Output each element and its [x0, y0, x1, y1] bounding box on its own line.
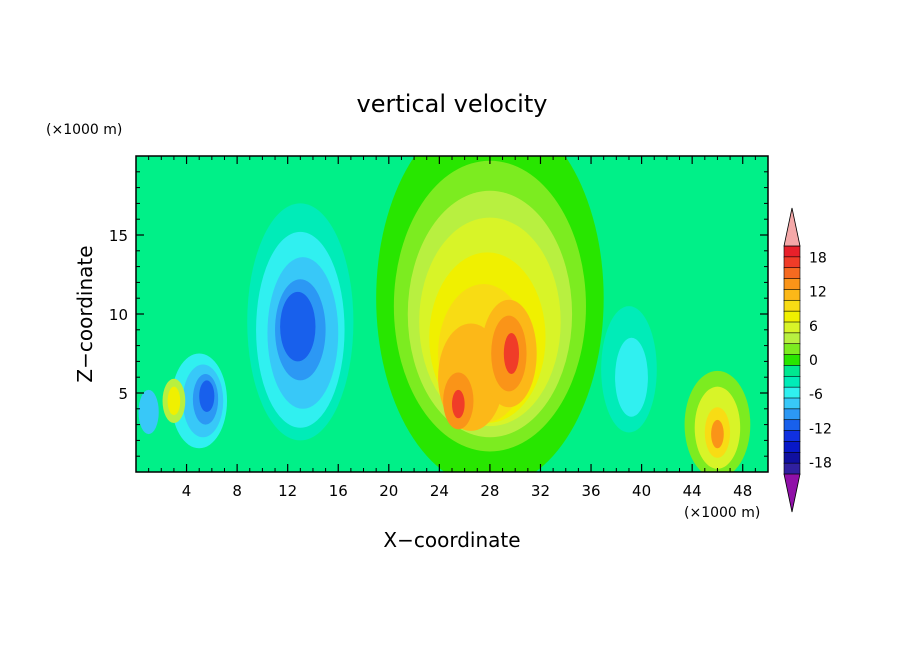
x-tick-label: 48 — [733, 482, 752, 500]
colorbar-label: -12 — [809, 421, 832, 437]
y-axis-label: Z−coordinate — [73, 245, 97, 382]
colorbar-label: 0 — [809, 353, 818, 369]
colorbar-swatch — [783, 299, 801, 312]
field-cell — [280, 291, 316, 362]
colorbar-swatch — [783, 354, 801, 367]
x-tick-label: 4 — [182, 482, 192, 500]
x-tick-label: 16 — [329, 482, 348, 500]
field-cell — [503, 332, 519, 375]
chart-title: vertical velocity — [357, 90, 548, 118]
colorbar-swatch — [783, 310, 801, 323]
colorbar-swatch — [783, 267, 801, 280]
x-tick-label: 32 — [531, 482, 550, 500]
colorbar: 18 12 6 0 -6 -12 -18 — [783, 207, 832, 513]
x-axis-ticks: 4 8 12 16 20 24 28 32 36 40 44 48 — [148, 156, 756, 500]
x-units-label: (×1000 m) — [684, 505, 760, 521]
colorbar-swatch — [783, 462, 801, 475]
colorbar-over-triangle — [783, 207, 801, 247]
colorbar-swatch — [783, 408, 801, 421]
colorbar-swatch — [783, 430, 801, 443]
field-cell — [711, 419, 724, 449]
colorbar-swatch — [783, 397, 801, 410]
x-tick-label: 40 — [632, 482, 651, 500]
x-axis-label: X−coordinate — [383, 528, 520, 552]
colorbar-under-triangle — [783, 473, 801, 513]
field-cell — [167, 386, 181, 416]
colorbar-swatch — [783, 419, 801, 432]
y-tick-label: 10 — [109, 306, 128, 324]
colorbar-swatch — [783, 451, 801, 464]
x-tick-label: 36 — [581, 482, 600, 500]
field-cell — [452, 389, 465, 419]
y-tick-label: 15 — [109, 227, 128, 245]
x-tick-label: 20 — [379, 482, 398, 500]
colorbar-label: 6 — [809, 319, 818, 335]
y-units-label: (×1000 m) — [46, 122, 122, 138]
x-tick-label: 28 — [480, 482, 499, 500]
colorbar-swatch — [783, 365, 801, 377]
colorbar-label: -6 — [809, 387, 823, 403]
colorbar-swatch — [783, 289, 801, 301]
y-axis-ticks: 5 10 15 — [109, 171, 768, 457]
colorbar-swatch — [783, 321, 801, 334]
y-tick-label: 5 — [118, 385, 128, 403]
colorbar-label: 18 — [809, 250, 827, 266]
field-cell — [199, 380, 215, 412]
velocity-field — [138, 156, 751, 472]
x-tick-label: 44 — [683, 482, 702, 500]
colorbar-swatch — [783, 386, 801, 399]
colorbar-swatch — [783, 375, 801, 388]
colorbar-swatch — [783, 278, 801, 291]
x-tick-label: 8 — [232, 482, 242, 500]
field-cell — [138, 389, 159, 435]
colorbar-swatch — [783, 441, 801, 453]
colorbar-label: -18 — [809, 456, 832, 472]
colorbar-swatch — [783, 245, 801, 258]
x-tick-label: 12 — [278, 482, 297, 500]
colorbar-swatch — [783, 343, 801, 356]
colorbar-label: 12 — [809, 285, 827, 301]
colorbar-swatch — [783, 256, 801, 269]
field-cell — [615, 337, 648, 417]
x-tick-label: 24 — [430, 482, 449, 500]
colorbar-swatch — [783, 332, 801, 345]
